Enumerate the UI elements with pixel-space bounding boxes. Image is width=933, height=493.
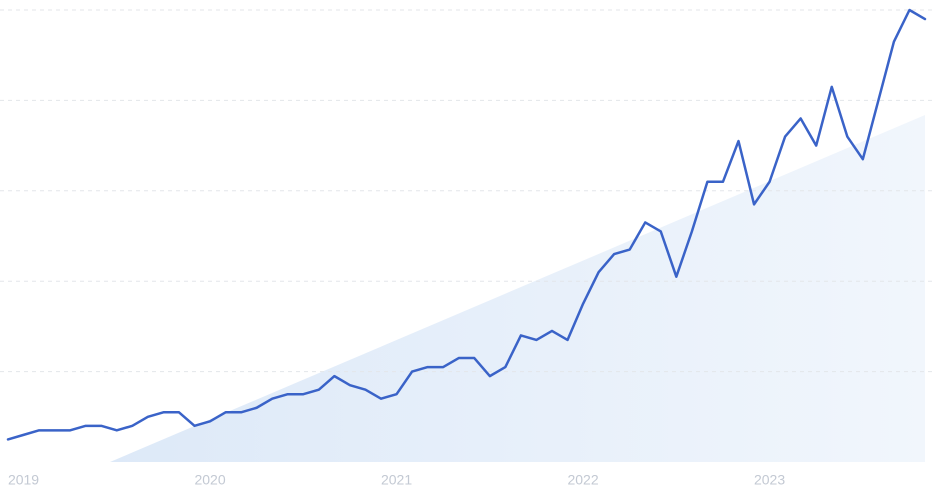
x-tick-label: 2021 xyxy=(381,472,412,488)
x-tick-label: 2023 xyxy=(754,472,785,488)
background-shape xyxy=(110,115,925,462)
line xyxy=(6,8,927,441)
x-tick-label: 2022 xyxy=(567,472,598,488)
x-tick-label: 2020 xyxy=(194,472,225,488)
x-tick-label: 2019 xyxy=(8,472,39,488)
